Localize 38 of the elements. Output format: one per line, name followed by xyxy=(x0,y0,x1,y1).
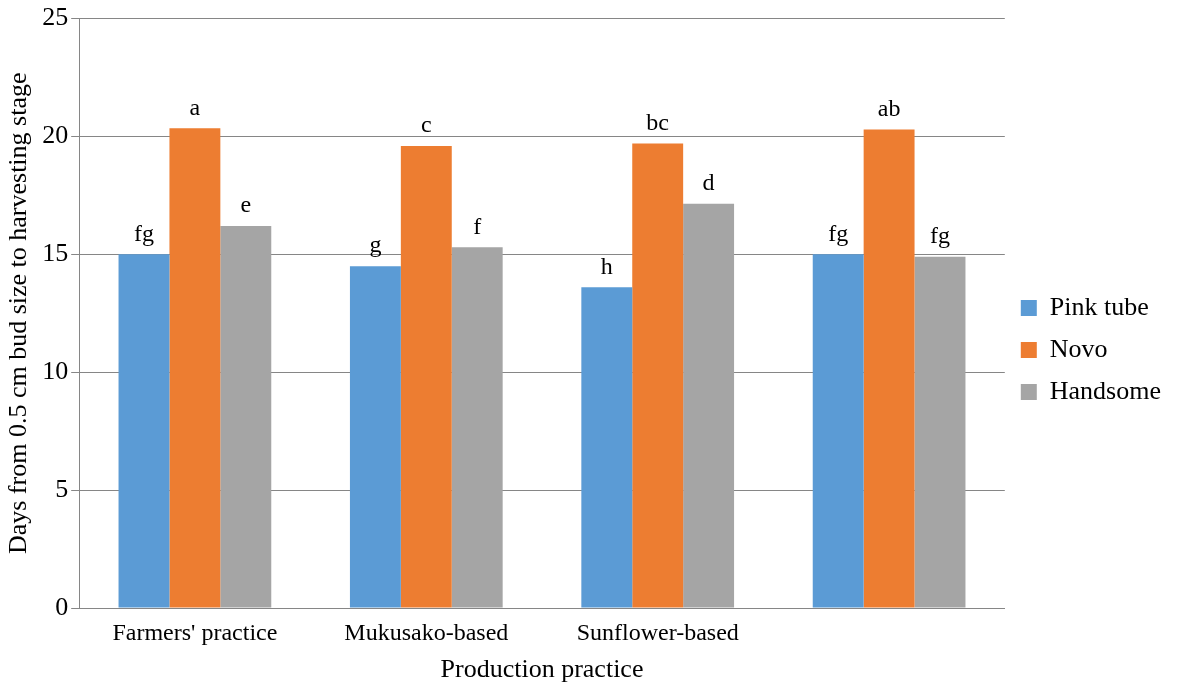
data-label: a xyxy=(189,93,201,120)
bar xyxy=(863,129,915,608)
x-tick-label: Mukusako-based xyxy=(344,618,509,645)
bar xyxy=(220,226,272,608)
legend-label: Handsome xyxy=(1049,375,1161,405)
data-label: c xyxy=(420,111,432,138)
legend-label: Novo xyxy=(1049,333,1108,363)
y-tick-label: 15 xyxy=(42,238,69,268)
y-tick-label: 25 xyxy=(42,2,69,32)
data-label: g xyxy=(369,231,382,258)
data-label: fg xyxy=(828,219,849,246)
data-label: h xyxy=(600,252,613,279)
y-tick-label: 20 xyxy=(42,120,69,150)
data-label: e xyxy=(240,191,252,218)
bar xyxy=(118,254,170,608)
bar xyxy=(400,145,452,608)
y-tick-label: 10 xyxy=(42,356,69,386)
data-label: fg xyxy=(133,219,154,246)
bar xyxy=(632,143,684,608)
bar xyxy=(169,128,221,608)
bar xyxy=(914,256,966,608)
legend-label: Pink tube xyxy=(1049,291,1149,321)
y-tick-label: 0 xyxy=(55,591,69,621)
data-label: bc xyxy=(646,108,670,135)
data-label: fg xyxy=(930,222,951,249)
bar xyxy=(683,203,735,608)
data-label: ab xyxy=(877,94,901,121)
bar xyxy=(349,266,401,608)
bar xyxy=(812,254,864,608)
bar xyxy=(451,247,503,608)
x-axis-title: Production practice xyxy=(440,654,644,684)
data-label: d xyxy=(702,168,715,195)
y-tick-label: 5 xyxy=(55,473,69,503)
x-tick-label: Farmers' practice xyxy=(112,618,278,645)
y-axis-title: Days from 0.5 cm bud size to harvesting stage xyxy=(3,72,33,555)
data-label: f xyxy=(473,212,482,239)
bar xyxy=(581,287,633,608)
x-tick-label: Sunflower-based xyxy=(576,618,739,645)
